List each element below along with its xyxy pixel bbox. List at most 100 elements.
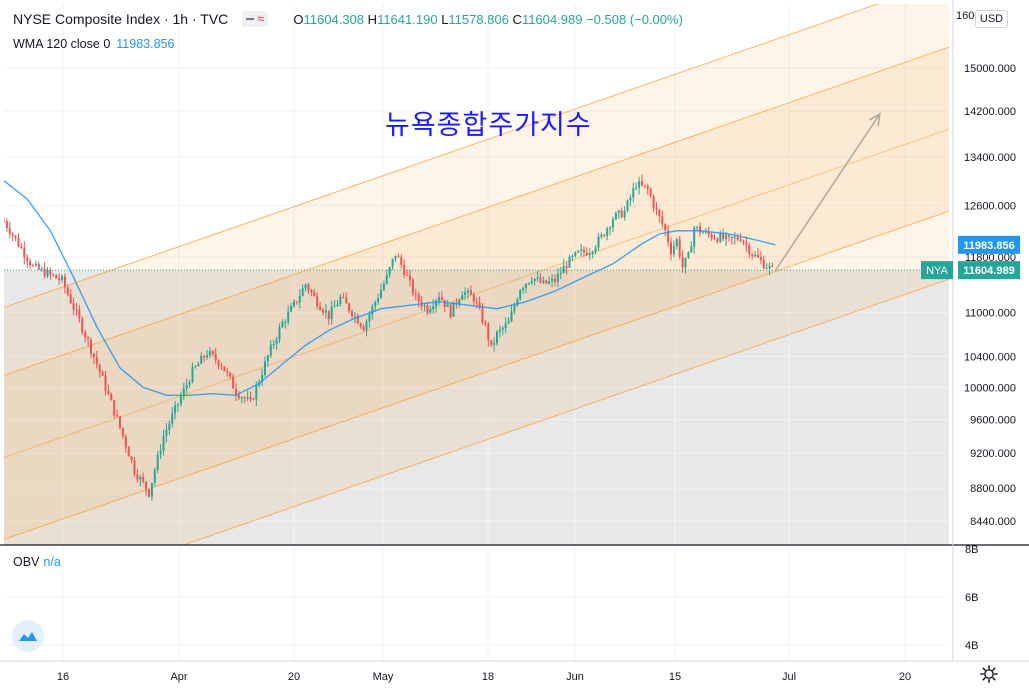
- candle: [449, 303, 452, 319]
- candle-body: [188, 382, 191, 385]
- candle-body: [748, 245, 751, 255]
- candle-body: [310, 290, 313, 293]
- candle: [452, 302, 455, 318]
- candle: [327, 310, 330, 326]
- symbol-title[interactable]: NYSE Composite Index · 1h · TVC: [13, 11, 229, 27]
- candle-body: [562, 265, 565, 274]
- candle-body: [475, 301, 478, 303]
- candle: [223, 366, 226, 372]
- candle-body: [594, 247, 597, 252]
- candle: [672, 240, 675, 258]
- candle: [426, 302, 429, 316]
- candle-body: [179, 396, 182, 404]
- symbol-tag-text: NYA: [926, 265, 948, 277]
- candle-body: [701, 232, 704, 234]
- candle: [339, 294, 342, 307]
- candle: [98, 363, 101, 378]
- candle-body: [556, 274, 559, 283]
- candle: [333, 299, 336, 308]
- settings-gear-icon[interactable]: [980, 665, 998, 683]
- candle-body: [365, 321, 368, 331]
- wma-price-tag: [958, 235, 1020, 254]
- candles: [4, 174, 774, 501]
- candle: [275, 336, 278, 350]
- indicator-toggle-pill[interactable]: ≈: [242, 11, 269, 27]
- candle: [751, 253, 754, 260]
- candle-body: [522, 288, 525, 291]
- x-tick-label: 15: [669, 671, 681, 683]
- candle: [565, 261, 568, 275]
- candle: [34, 260, 37, 268]
- candle: [113, 400, 116, 420]
- candle: [133, 457, 136, 478]
- candle-body: [171, 413, 174, 424]
- candle: [66, 284, 69, 297]
- candle: [472, 292, 475, 306]
- candle-body: [17, 237, 20, 247]
- candle: [174, 400, 177, 420]
- logo-icon: [19, 632, 37, 641]
- candle-body: [684, 257, 687, 268]
- candle-body: [661, 216, 664, 225]
- candle-body: [116, 415, 119, 417]
- candle-body: [762, 259, 765, 269]
- candle-body: [148, 489, 150, 497]
- candle: [43, 262, 46, 279]
- candle: [583, 245, 585, 258]
- channel-band-3: [4, 211, 949, 545]
- candle-body: [261, 375, 264, 382]
- candle-body: [469, 290, 472, 295]
- candle: [603, 233, 606, 238]
- candle: [121, 427, 124, 439]
- wma-legend[interactable]: WMA 120 close 0 11983.856: [13, 37, 174, 51]
- candle: [765, 263, 768, 270]
- candle-body: [368, 314, 371, 322]
- candle-body: [237, 394, 240, 399]
- candle: [237, 391, 240, 401]
- tradingview-logo[interactable]: [12, 620, 44, 652]
- candle: [11, 232, 14, 242]
- candle-body: [78, 309, 81, 319]
- candle-body: [185, 384, 188, 389]
- candle: [84, 329, 87, 343]
- candle: [745, 236, 748, 253]
- candle-body: [235, 388, 237, 395]
- candle: [110, 392, 113, 401]
- channel-line-2: [4, 128, 949, 458]
- candle-body: [124, 436, 127, 448]
- wma-price-tag-text: 11983.856: [963, 240, 1014, 252]
- candle-body: [4, 221, 5, 223]
- candle: [232, 373, 235, 389]
- candle-body: [530, 281, 533, 283]
- candle: [29, 258, 32, 270]
- candle-body: [719, 233, 722, 242]
- candle: [626, 199, 629, 213]
- chart-annotation-text[interactable]: 뉴욕종합주가지수: [385, 110, 592, 141]
- candle-body: [725, 235, 728, 240]
- legend-header: NYSE Composite Index · 1h · TVC ≈ O11604…: [13, 11, 683, 27]
- candle-body: [264, 361, 266, 376]
- candle-body: [339, 296, 342, 305]
- x-tick-label: 16: [57, 671, 69, 683]
- candle-body: [757, 254, 759, 258]
- candle-body: [490, 340, 493, 345]
- candle-body: [588, 253, 591, 256]
- candle: [742, 239, 745, 246]
- candle: [5, 218, 8, 232]
- candle-body: [493, 343, 496, 345]
- x-tick-label: Apr: [170, 671, 187, 683]
- candle-body: [322, 309, 324, 313]
- candle-body: [501, 328, 504, 330]
- currency-button[interactable]: USD: [975, 10, 1008, 28]
- candle-body: [577, 250, 580, 253]
- candle: [458, 298, 461, 308]
- candle: [156, 450, 159, 474]
- collapse-icon[interactable]: [246, 18, 255, 20]
- candle: [597, 232, 600, 252]
- candle-body: [548, 281, 551, 284]
- wave-icon[interactable]: ≈: [257, 11, 265, 26]
- candle: [171, 407, 174, 428]
- candle-body: [730, 236, 733, 239]
- obv-legend[interactable]: OBV n/a: [13, 555, 61, 569]
